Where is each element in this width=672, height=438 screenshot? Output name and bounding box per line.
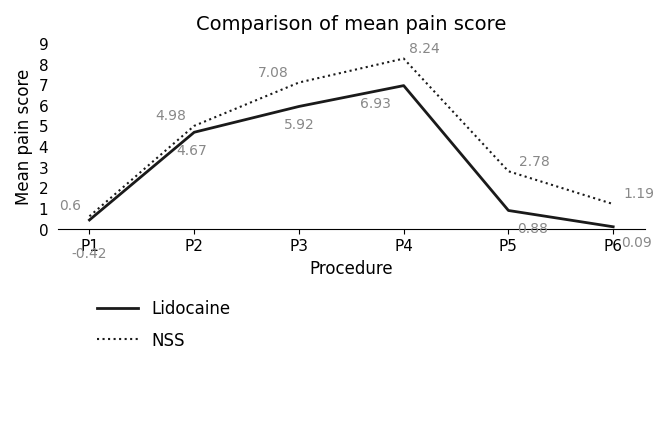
Text: 2.78: 2.78 (519, 154, 550, 168)
Title: Comparison of mean pain score: Comparison of mean pain score (196, 15, 507, 34)
Text: 1.19: 1.19 (624, 187, 655, 201)
Text: 0.88: 0.88 (517, 221, 548, 235)
Text: 0.6: 0.6 (59, 198, 81, 212)
Text: 5.92: 5.92 (284, 117, 314, 131)
Text: 4.67: 4.67 (177, 143, 208, 157)
Text: -0.42: -0.42 (72, 247, 108, 260)
Text: 8.24: 8.24 (409, 42, 439, 56)
Text: 7.08: 7.08 (258, 66, 288, 80)
Y-axis label: Mean pain score: Mean pain score (15, 68, 33, 205)
Text: 0.09: 0.09 (622, 236, 653, 250)
Text: 6.93: 6.93 (360, 97, 391, 111)
Legend: Lidocaine, NSS: Lidocaine, NSS (90, 293, 237, 356)
Text: 4.98: 4.98 (155, 109, 186, 123)
X-axis label: Procedure: Procedure (310, 259, 393, 277)
